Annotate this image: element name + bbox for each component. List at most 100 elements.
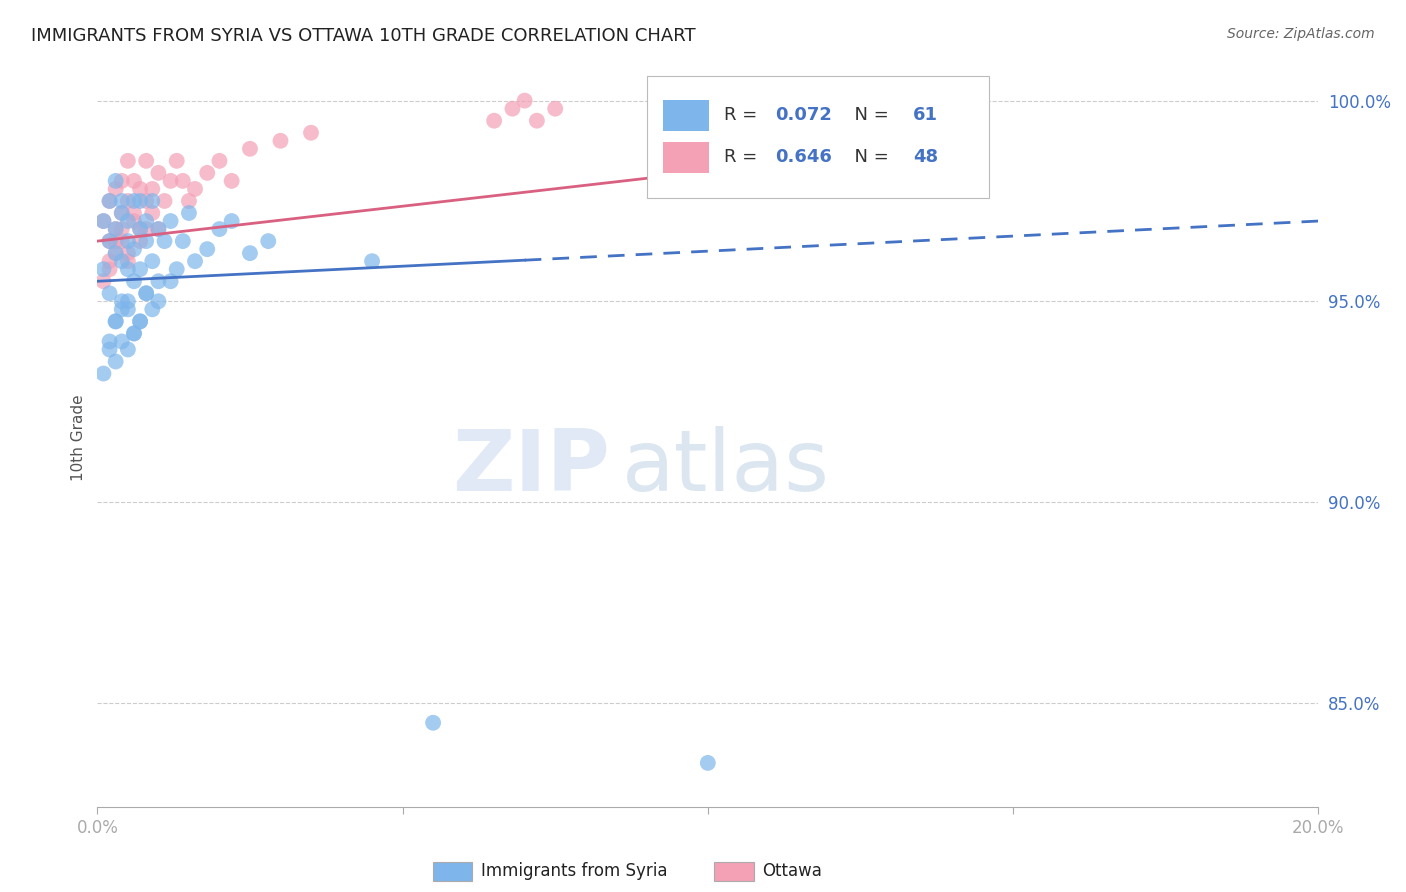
- Text: 48: 48: [912, 148, 938, 166]
- Point: [117, 294, 139, 309]
- Point: [141, 302, 163, 317]
- Point: [122, 326, 145, 341]
- Point: [129, 182, 152, 196]
- Point: [129, 194, 152, 208]
- Text: Immigrants from Syria: Immigrants from Syria: [481, 863, 668, 880]
- Point: [159, 274, 181, 288]
- Point: [104, 234, 127, 248]
- Point: [104, 222, 127, 236]
- Point: [98, 194, 121, 208]
- Point: [166, 262, 188, 277]
- Point: [117, 234, 139, 248]
- Point: [148, 166, 170, 180]
- Point: [98, 334, 121, 349]
- Text: ZIP: ZIP: [453, 425, 610, 508]
- Point: [122, 242, 145, 256]
- Point: [159, 174, 181, 188]
- Point: [184, 254, 207, 268]
- Point: [141, 254, 163, 268]
- Point: [122, 206, 145, 220]
- Point: [117, 153, 139, 168]
- Point: [104, 354, 127, 368]
- Point: [239, 246, 262, 260]
- Point: [172, 174, 194, 188]
- Point: [93, 214, 115, 228]
- Point: [195, 166, 218, 180]
- Point: [98, 286, 121, 301]
- Point: [93, 262, 115, 277]
- Point: [195, 242, 218, 256]
- Point: [208, 153, 231, 168]
- Point: [129, 222, 152, 236]
- Point: [111, 206, 134, 220]
- Text: N =: N =: [844, 148, 894, 166]
- Point: [111, 174, 134, 188]
- Point: [104, 246, 127, 260]
- Point: [135, 153, 157, 168]
- Point: [111, 194, 134, 208]
- Point: [153, 234, 176, 248]
- Point: [269, 134, 291, 148]
- Point: [501, 102, 523, 116]
- Point: [117, 302, 139, 317]
- Point: [177, 194, 200, 208]
- Text: IMMIGRANTS FROM SYRIA VS OTTAWA 10TH GRADE CORRELATION CHART: IMMIGRANTS FROM SYRIA VS OTTAWA 10TH GRA…: [31, 27, 696, 45]
- Point: [177, 206, 200, 220]
- Point: [117, 343, 139, 357]
- Point: [122, 326, 145, 341]
- Point: [98, 234, 121, 248]
- Point: [257, 234, 280, 248]
- Y-axis label: 10th Grade: 10th Grade: [72, 394, 86, 481]
- Text: 0.646: 0.646: [775, 148, 832, 166]
- Point: [135, 194, 157, 208]
- Point: [104, 182, 127, 196]
- Text: atlas: atlas: [623, 425, 831, 508]
- Point: [482, 113, 505, 128]
- FancyBboxPatch shape: [647, 76, 988, 198]
- Point: [526, 113, 548, 128]
- Point: [148, 294, 170, 309]
- Point: [129, 222, 152, 236]
- Point: [239, 142, 262, 156]
- FancyBboxPatch shape: [662, 100, 709, 130]
- Text: N =: N =: [844, 106, 894, 124]
- Point: [208, 222, 231, 236]
- Text: Source: ZipAtlas.com: Source: ZipAtlas.com: [1227, 27, 1375, 41]
- Point: [122, 214, 145, 228]
- Point: [122, 194, 145, 208]
- FancyBboxPatch shape: [662, 142, 709, 173]
- Point: [98, 234, 121, 248]
- Point: [111, 206, 134, 220]
- Point: [135, 234, 157, 248]
- Point: [104, 314, 127, 328]
- Point: [93, 367, 115, 381]
- Text: 0.072: 0.072: [775, 106, 832, 124]
- Point: [166, 153, 188, 168]
- Point: [98, 343, 121, 357]
- Point: [221, 174, 243, 188]
- Point: [111, 222, 134, 236]
- Point: [104, 314, 127, 328]
- Point: [111, 234, 134, 248]
- Point: [184, 182, 207, 196]
- Point: [153, 194, 176, 208]
- Point: [117, 194, 139, 208]
- Point: [129, 262, 152, 277]
- Point: [104, 246, 127, 260]
- Text: 61: 61: [912, 106, 938, 124]
- Text: R =: R =: [724, 148, 762, 166]
- Point: [93, 274, 115, 288]
- Point: [141, 206, 163, 220]
- Point: [129, 314, 152, 328]
- Point: [104, 222, 127, 236]
- Point: [544, 102, 567, 116]
- Point: [159, 214, 181, 228]
- Point: [513, 94, 536, 108]
- Point: [221, 214, 243, 228]
- Point: [135, 286, 157, 301]
- Point: [135, 222, 157, 236]
- Point: [117, 214, 139, 228]
- Point: [299, 126, 322, 140]
- Point: [111, 294, 134, 309]
- Point: [93, 214, 115, 228]
